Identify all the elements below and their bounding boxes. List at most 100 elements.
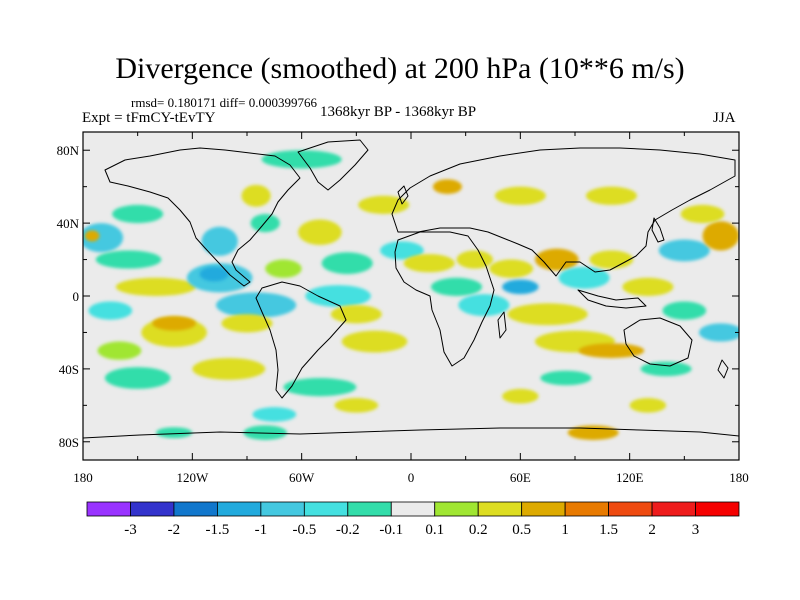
coastline-indonesia (577, 289, 647, 309)
divergence-patch (221, 314, 273, 333)
colorbar-level-label: 1.5 (599, 522, 618, 538)
colorbar-level-label: 0.2 (469, 522, 488, 538)
divergence-patch (283, 378, 357, 397)
coastline-madagascar (497, 311, 507, 339)
divergence-patch (330, 305, 382, 324)
colorbar-swatch (303, 501, 349, 517)
divergence-patch (155, 427, 193, 439)
divergence-patch (241, 184, 271, 207)
divergence-patch (403, 254, 455, 273)
divergence-patch (305, 285, 371, 307)
x-tick-label: 180 (73, 470, 93, 485)
colorbar: -3 -2 -1.5 -1 -0.5 -0.2 -0.1 0.1 0.2 0.5 1 1.5 2 3 (86, 501, 740, 538)
x-tick-label: 120E (616, 470, 644, 485)
colorbar-level-label: 0.1 (425, 522, 444, 538)
divergence-patch (640, 361, 692, 377)
colorbar-swatch (521, 501, 566, 517)
divergence-patch (585, 186, 637, 205)
colorbar-level-label: 1 (561, 522, 569, 538)
divergence-patch (558, 266, 610, 289)
divergence-patch (104, 367, 171, 389)
colorbar-swatch (608, 501, 653, 517)
divergence-patch (502, 388, 539, 404)
colorbar-swatch (173, 501, 218, 517)
colorbar-level-label: -1 (255, 522, 268, 538)
divergence-patch (88, 301, 133, 320)
colorbar-swatch (477, 501, 523, 517)
divergence-patch (97, 341, 142, 360)
divergence-patch (540, 370, 592, 386)
colorbar-level-label: -2 (168, 522, 181, 538)
divergence-patch (250, 214, 280, 233)
y-tick-label: 80N (57, 143, 80, 158)
x-tick-label: 0 (408, 470, 415, 485)
divergence-patch (252, 407, 297, 422)
colorbar-level-label: -1.5 (206, 522, 230, 538)
colorbar-swatch (564, 501, 610, 517)
colorbar-swatch (130, 501, 175, 517)
y-tick-label: 0 (73, 289, 80, 304)
divergence-patch (261, 150, 342, 169)
coastline-north-america (104, 147, 301, 287)
colorbar-swatch (651, 501, 696, 517)
divergence-patch (680, 204, 725, 224)
coastline-greenland (297, 139, 369, 191)
y-tick-label: 80S (59, 435, 79, 450)
divergence-patch (622, 277, 674, 296)
y-tick-label: 40S (59, 362, 79, 377)
divergence-patch (380, 241, 424, 260)
colorbar-swatch (216, 501, 262, 517)
coastline-new-zealand (717, 359, 729, 379)
chart-title: Divergence (smoothed) at 200 hPa (10**6 … (115, 52, 685, 85)
colorbar-level-label: 0.5 (512, 522, 531, 538)
divergence-patch (112, 204, 164, 224)
divergence-patch (507, 303, 588, 326)
divergence-patch (358, 195, 410, 214)
coastline-uk (397, 185, 409, 205)
divergence-patch (502, 279, 539, 295)
divergence-patch (334, 398, 379, 413)
coastline-europe-asia (391, 147, 736, 277)
divergence-patch (698, 323, 739, 342)
divergence-patch (95, 250, 162, 269)
x-axis: 180 120W 60W 0 60E 120E 180 (73, 132, 749, 485)
divergence-patch (341, 330, 408, 353)
divergence-patch (192, 357, 266, 380)
y-tick-label: 40N (57, 216, 80, 231)
divergence-patch (458, 294, 510, 317)
period-label: 1368kyr BP - 1368kyr BP (320, 104, 477, 120)
divergence-patch (534, 248, 579, 271)
colorbar-swatch (86, 501, 131, 517)
experiment-label: Expt = tFmCY-tEvTY (82, 110, 216, 126)
x-tick-label: 180 (729, 470, 749, 485)
season-label: JJA (713, 110, 736, 126)
divergence-patch (321, 252, 373, 275)
divergence-patch (115, 277, 196, 296)
colorbar-level-label: -3 (124, 522, 137, 538)
divergence-patch (456, 250, 493, 269)
colorbar-swatch (347, 501, 392, 517)
divergence-patch (494, 186, 546, 205)
coastline-south-america (255, 281, 347, 399)
stats-label: rmsd= 0.180171 diff= 0.000399766 (131, 95, 317, 110)
divergence-patch (658, 239, 710, 262)
coastline-africa (394, 231, 495, 367)
divergence-patch (298, 219, 342, 245)
divergence-patch (216, 292, 297, 318)
divergence-patch (83, 223, 124, 253)
divergence-patch (431, 277, 483, 296)
x-tick-label: 60W (289, 470, 315, 485)
colorbar-swatch (390, 501, 436, 517)
colorbar-level-label: -0.5 (292, 522, 316, 538)
colorbar-level-label: -0.2 (336, 522, 360, 538)
divergence-patch (199, 266, 229, 282)
coastline-australia (623, 317, 693, 367)
colorbar-swatch (260, 501, 305, 517)
divergence-patch (662, 301, 707, 320)
divergence-patch (702, 221, 739, 251)
divergence-patch (589, 250, 634, 269)
colorbar-swatch (695, 501, 740, 517)
y-axis: 80N 40N 0 40S 80S (57, 143, 739, 450)
divergence-patch (489, 259, 534, 278)
